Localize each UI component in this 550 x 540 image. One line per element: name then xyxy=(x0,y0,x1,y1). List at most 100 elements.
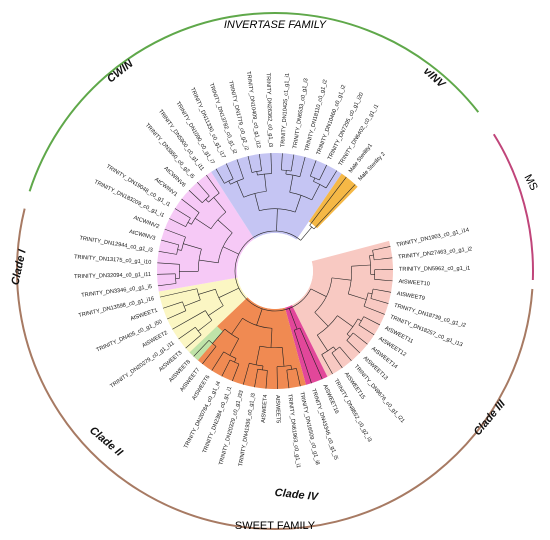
branch xyxy=(174,208,191,219)
branch xyxy=(346,340,361,354)
leaf-label: TRINITY_DN3346_c0_g1_i5 xyxy=(81,284,152,299)
branch xyxy=(211,351,224,371)
branch xyxy=(259,345,283,349)
branch xyxy=(264,174,267,192)
branch xyxy=(300,226,313,241)
branch xyxy=(299,327,323,380)
branch xyxy=(352,332,368,345)
branch xyxy=(197,320,213,332)
branch xyxy=(293,330,312,384)
branch xyxy=(281,153,283,171)
branch xyxy=(339,346,352,362)
leaf-label: TRINITY_DN26362_c0_g1_i3 xyxy=(265,73,274,147)
branch xyxy=(159,288,197,298)
branch xyxy=(309,176,347,226)
branch xyxy=(313,184,356,230)
sector-clade-ii xyxy=(189,297,306,389)
branch xyxy=(177,249,182,251)
branch xyxy=(351,264,371,267)
branch xyxy=(185,334,202,349)
sector-cwin xyxy=(157,171,255,292)
leaf-label: AtSWEET1 xyxy=(130,308,159,323)
branch xyxy=(161,239,179,246)
leaf-label: TRINITY_DN1903_c0_g1_i14 xyxy=(396,227,470,248)
branch xyxy=(289,175,294,193)
branch xyxy=(369,255,372,275)
branch xyxy=(374,279,393,282)
branch xyxy=(331,352,343,369)
branch xyxy=(255,346,261,365)
branch xyxy=(270,328,273,348)
branch xyxy=(228,180,231,185)
family-arcs xyxy=(16,12,534,530)
branch xyxy=(319,164,327,181)
branch xyxy=(206,174,220,194)
tree-branches xyxy=(157,153,393,389)
branch xyxy=(197,182,210,197)
branch xyxy=(188,190,203,203)
branch xyxy=(217,219,233,234)
branch xyxy=(286,369,290,389)
branch xyxy=(259,153,262,171)
branch xyxy=(254,193,260,211)
branch xyxy=(310,175,320,181)
branch xyxy=(309,160,317,177)
branch xyxy=(212,328,226,344)
branch xyxy=(194,218,212,230)
clade-label-cwin: CWIN xyxy=(105,57,136,85)
branch xyxy=(229,338,240,356)
branch xyxy=(222,246,239,255)
branch xyxy=(157,262,180,265)
branch xyxy=(321,354,333,375)
leaf-label: TRINITY_DN5962_c0_g1_i1 xyxy=(399,266,470,273)
branch xyxy=(157,273,176,275)
branch xyxy=(231,318,243,335)
branch xyxy=(321,346,334,355)
clade-label-clade-iv: Clade IV xyxy=(274,487,320,504)
ms-title: MS xyxy=(521,172,539,192)
branch xyxy=(358,316,364,326)
leaf-label: AtSWEET5 xyxy=(274,395,281,423)
branch xyxy=(157,283,177,287)
branch xyxy=(337,315,354,327)
branch xyxy=(290,154,295,172)
branch xyxy=(217,232,233,263)
leaf-label: TRINITY_DN61963_c0_g1_i1 xyxy=(286,394,301,469)
branch xyxy=(236,159,244,179)
leaf-label: TRINITY_DN27463_c0_g1_i2 xyxy=(398,246,473,260)
leaf-label: AtSWEET4 xyxy=(261,394,269,423)
branch xyxy=(299,156,306,177)
branch xyxy=(218,287,239,298)
branch xyxy=(370,298,389,304)
branch xyxy=(289,191,312,201)
branch xyxy=(178,326,196,340)
branch xyxy=(187,222,192,225)
branch xyxy=(198,288,216,295)
branch xyxy=(183,299,201,307)
branch xyxy=(313,177,316,182)
branch xyxy=(265,370,268,389)
branch xyxy=(191,212,200,225)
branch xyxy=(162,301,183,309)
branch xyxy=(357,318,362,322)
leaf-label: TRINITY_DN10409_c0_g1_i12 xyxy=(245,71,261,149)
branch xyxy=(195,327,202,335)
branch xyxy=(193,340,210,357)
branch xyxy=(368,292,373,295)
branch xyxy=(311,184,321,201)
branch xyxy=(346,333,351,337)
clade-label-clade-i: Clade I xyxy=(9,248,28,287)
branch xyxy=(249,362,264,367)
branch xyxy=(363,316,381,326)
branch xyxy=(313,181,327,189)
branch xyxy=(256,171,258,176)
branch xyxy=(254,369,258,388)
branch xyxy=(309,225,315,230)
sector-clade-i xyxy=(158,277,248,353)
branch xyxy=(199,259,219,264)
branch xyxy=(213,197,227,213)
branch xyxy=(172,310,206,330)
branch xyxy=(247,156,253,173)
branch xyxy=(205,199,209,203)
